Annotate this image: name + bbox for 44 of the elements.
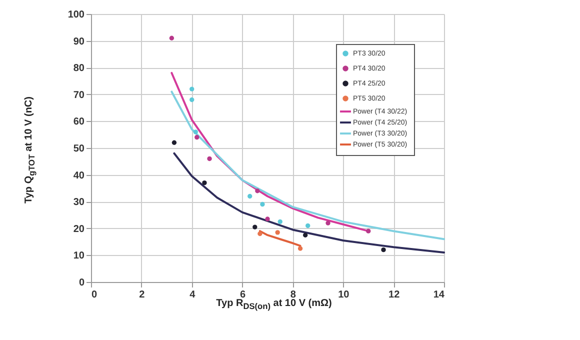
- y-tick-label: 0: [78, 278, 85, 288]
- point: [190, 86, 194, 92]
- point: [265, 216, 270, 222]
- x-tick-label: 0: [92, 290, 98, 300]
- point: [258, 231, 262, 236]
- point: [306, 223, 310, 228]
- y-tick-label: 30: [73, 197, 85, 208]
- point: [302, 232, 308, 238]
- x-tick-label: 12: [388, 290, 400, 300]
- point: [381, 248, 386, 252]
- point: [172, 140, 177, 145]
- y-tick-label: 50: [73, 144, 85, 154]
- y-tick-label: 70: [73, 90, 85, 101]
- point: [202, 180, 207, 186]
- point: [366, 228, 371, 234]
- point: [326, 220, 330, 226]
- point: [260, 202, 265, 207]
- point: [248, 194, 252, 199]
- x-tick-label: 10: [338, 290, 350, 300]
- y-tick-label: 40: [73, 170, 85, 182]
- line-series: [170, 90, 445, 240]
- y-tick-label: 10: [73, 250, 85, 262]
- point: [207, 156, 212, 162]
- point: [193, 130, 198, 134]
- point: [275, 230, 280, 235]
- y-tick-label: 60: [73, 116, 85, 128]
- x-tick-label: 6: [240, 290, 246, 300]
- point: [194, 134, 200, 140]
- point: [298, 246, 303, 251]
- y-tick-label: 90: [73, 36, 85, 48]
- y-tick-label: 80: [73, 63, 85, 74]
- point: [255, 188, 260, 194]
- point: [252, 224, 258, 230]
- point: [190, 97, 194, 102]
- y-tick-label: 20: [73, 224, 85, 235]
- x-tick-label: 4: [190, 290, 196, 300]
- x-tick-label: 8: [290, 290, 296, 300]
- point: [169, 36, 174, 40]
- point: [278, 219, 282, 224]
- x-tick-label: 14: [433, 290, 445, 300]
- x-axis-title: Typ R$_{DS(on)}$ at 10 V (mΩ): [216, 298, 332, 311]
- y-tick-label: 100: [68, 10, 85, 20]
- x-tick-label: 2: [139, 290, 146, 300]
- line-series: [173, 152, 445, 254]
